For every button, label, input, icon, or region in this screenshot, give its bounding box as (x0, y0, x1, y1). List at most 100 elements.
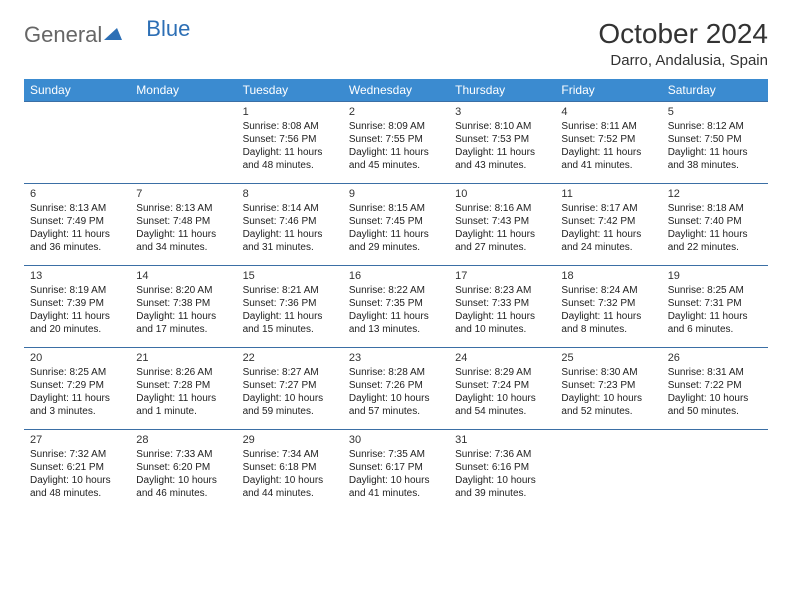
calendar-day-cell: 6Sunrise: 8:13 AMSunset: 7:49 PMDaylight… (24, 184, 130, 266)
daylight2-text: and 39 minutes. (455, 487, 549, 500)
calendar-week-row: 27Sunrise: 7:32 AMSunset: 6:21 PMDayligh… (24, 430, 768, 512)
sunset-text: Sunset: 7:39 PM (30, 297, 124, 310)
day-number: 23 (349, 351, 443, 365)
day-number: 19 (668, 269, 762, 283)
daylight2-text: and 48 minutes. (243, 159, 337, 172)
calendar-week-row: 13Sunrise: 8:19 AMSunset: 7:39 PMDayligh… (24, 266, 768, 348)
location-text: Darro, Andalusia, Spain (598, 52, 768, 69)
calendar-day-cell: 7Sunrise: 8:13 AMSunset: 7:48 PMDaylight… (130, 184, 236, 266)
daylight2-text: and 8 minutes. (561, 323, 655, 336)
daylight2-text: and 43 minutes. (455, 159, 549, 172)
sunset-text: Sunset: 7:38 PM (136, 297, 230, 310)
sunrise-text: Sunrise: 8:20 AM (136, 284, 230, 297)
day-number: 30 (349, 433, 443, 447)
sunrise-text: Sunrise: 7:32 AM (30, 448, 124, 461)
weekday-header: Tuesday (237, 79, 343, 102)
daylight1-text: Daylight: 11 hours (561, 228, 655, 241)
daylight1-text: Daylight: 10 hours (30, 474, 124, 487)
daylight1-text: Daylight: 11 hours (349, 146, 443, 159)
day-number: 12 (668, 187, 762, 201)
sunrise-text: Sunrise: 8:17 AM (561, 202, 655, 215)
sunrise-text: Sunrise: 7:33 AM (136, 448, 230, 461)
logo-text-2: Blue (146, 16, 190, 42)
sunset-text: Sunset: 7:26 PM (349, 379, 443, 392)
daylight2-text: and 41 minutes. (349, 487, 443, 500)
daylight1-text: Daylight: 11 hours (349, 228, 443, 241)
sunset-text: Sunset: 7:32 PM (561, 297, 655, 310)
weekday-header: Monday (130, 79, 236, 102)
sunset-text: Sunset: 7:52 PM (561, 133, 655, 146)
day-number: 17 (455, 269, 549, 283)
calendar-day-cell: 10Sunrise: 8:16 AMSunset: 7:43 PMDayligh… (449, 184, 555, 266)
sunset-text: Sunset: 7:29 PM (30, 379, 124, 392)
daylight2-text: and 24 minutes. (561, 241, 655, 254)
day-number: 7 (136, 187, 230, 201)
logo: General Blue (24, 18, 190, 48)
sunrise-text: Sunrise: 7:36 AM (455, 448, 549, 461)
sunrise-text: Sunrise: 8:31 AM (668, 366, 762, 379)
calendar-day-cell (130, 102, 236, 184)
daylight1-text: Daylight: 10 hours (349, 392, 443, 405)
daylight2-text: and 46 minutes. (136, 487, 230, 500)
sunrise-text: Sunrise: 8:24 AM (561, 284, 655, 297)
sunset-text: Sunset: 6:16 PM (455, 461, 549, 474)
day-number: 16 (349, 269, 443, 283)
sunrise-text: Sunrise: 8:12 AM (668, 120, 762, 133)
sunset-text: Sunset: 7:36 PM (243, 297, 337, 310)
daylight1-text: Daylight: 11 hours (136, 392, 230, 405)
calendar-day-cell: 22Sunrise: 8:27 AMSunset: 7:27 PMDayligh… (237, 348, 343, 430)
daylight2-text: and 57 minutes. (349, 405, 443, 418)
calendar-day-cell: 3Sunrise: 8:10 AMSunset: 7:53 PMDaylight… (449, 102, 555, 184)
daylight1-text: Daylight: 11 hours (136, 310, 230, 323)
sunrise-text: Sunrise: 7:35 AM (349, 448, 443, 461)
sunrise-text: Sunrise: 8:30 AM (561, 366, 655, 379)
day-number: 26 (668, 351, 762, 365)
daylight2-text: and 44 minutes. (243, 487, 337, 500)
daylight2-text: and 54 minutes. (455, 405, 549, 418)
sunset-text: Sunset: 7:35 PM (349, 297, 443, 310)
daylight2-text: and 52 minutes. (561, 405, 655, 418)
day-number: 6 (30, 187, 124, 201)
sunrise-text: Sunrise: 8:26 AM (136, 366, 230, 379)
day-number: 24 (455, 351, 549, 365)
sunrise-text: Sunrise: 8:23 AM (455, 284, 549, 297)
daylight1-text: Daylight: 10 hours (455, 474, 549, 487)
daylight1-text: Daylight: 11 hours (243, 228, 337, 241)
day-number: 21 (136, 351, 230, 365)
daylight1-text: Daylight: 11 hours (243, 146, 337, 159)
daylight2-text: and 38 minutes. (668, 159, 762, 172)
calendar-day-cell (662, 430, 768, 512)
sunset-text: Sunset: 6:20 PM (136, 461, 230, 474)
calendar-day-cell: 8Sunrise: 8:14 AMSunset: 7:46 PMDaylight… (237, 184, 343, 266)
triangle-icon (104, 22, 122, 48)
daylight1-text: Daylight: 10 hours (243, 392, 337, 405)
sunset-text: Sunset: 6:17 PM (349, 461, 443, 474)
sunrise-text: Sunrise: 8:14 AM (243, 202, 337, 215)
calendar-day-cell: 20Sunrise: 8:25 AMSunset: 7:29 PMDayligh… (24, 348, 130, 430)
calendar-day-cell: 28Sunrise: 7:33 AMSunset: 6:20 PMDayligh… (130, 430, 236, 512)
daylight2-text: and 10 minutes. (455, 323, 549, 336)
day-number: 20 (30, 351, 124, 365)
daylight2-text: and 36 minutes. (30, 241, 124, 254)
sunrise-text: Sunrise: 8:25 AM (668, 284, 762, 297)
day-number: 5 (668, 105, 762, 119)
page-header: General Blue October 2024 Darro, Andalus… (24, 18, 768, 69)
calendar-day-cell: 2Sunrise: 8:09 AMSunset: 7:55 PMDaylight… (343, 102, 449, 184)
daylight1-text: Daylight: 11 hours (668, 228, 762, 241)
calendar-table: Sunday Monday Tuesday Wednesday Thursday… (24, 79, 768, 512)
sunset-text: Sunset: 7:50 PM (668, 133, 762, 146)
day-number: 11 (561, 187, 655, 201)
daylight1-text: Daylight: 11 hours (455, 228, 549, 241)
sunrise-text: Sunrise: 8:28 AM (349, 366, 443, 379)
daylight2-text: and 22 minutes. (668, 241, 762, 254)
daylight2-text: and 41 minutes. (561, 159, 655, 172)
sunrise-text: Sunrise: 8:22 AM (349, 284, 443, 297)
sunrise-text: Sunrise: 8:10 AM (455, 120, 549, 133)
sunrise-text: Sunrise: 8:15 AM (349, 202, 443, 215)
sunrise-text: Sunrise: 8:13 AM (30, 202, 124, 215)
calendar-day-cell: 27Sunrise: 7:32 AMSunset: 6:21 PMDayligh… (24, 430, 130, 512)
daylight1-text: Daylight: 11 hours (561, 310, 655, 323)
sunset-text: Sunset: 6:21 PM (30, 461, 124, 474)
sunrise-text: Sunrise: 8:11 AM (561, 120, 655, 133)
day-number: 10 (455, 187, 549, 201)
